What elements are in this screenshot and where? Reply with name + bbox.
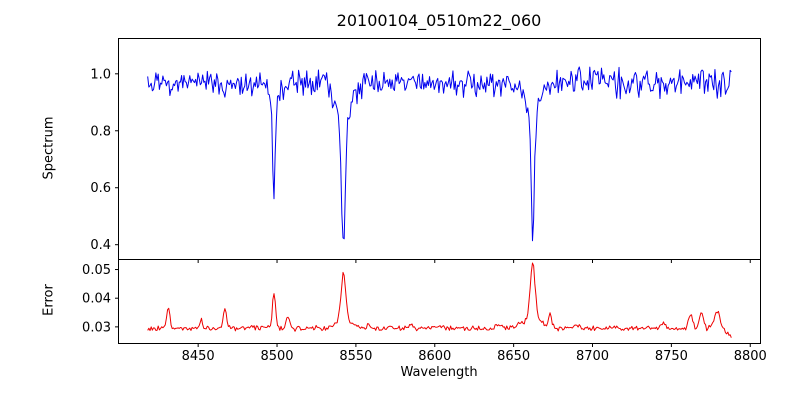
x-tick-label: 8600 <box>418 349 451 364</box>
spectrum-y-tick-label: 0.8 <box>90 124 111 139</box>
plot-title: 20100104_0510m22_060 <box>336 11 542 30</box>
x-tick-label: 8750 <box>655 349 688 364</box>
x-tick-label: 8700 <box>576 349 609 364</box>
spectrum-y-tick-label: 0.6 <box>90 181 111 196</box>
error-y-tick-label: 0.05 <box>82 263 111 278</box>
x-tick-label: 8450 <box>182 349 215 364</box>
spectrum-y-tick-label: 0.4 <box>90 238 111 253</box>
wavelength-axis-label: Wavelength <box>400 365 478 380</box>
spectrum-y-tick-label: 1.0 <box>90 67 111 82</box>
error-y-tick-label: 0.03 <box>82 320 111 335</box>
x-tick-label: 8550 <box>339 349 372 364</box>
error-trace <box>147 262 732 338</box>
error-panel-frame <box>118 259 761 344</box>
spectrum-panel-frame <box>118 38 761 260</box>
spectrum-trace <box>147 66 732 242</box>
x-tick-label: 8800 <box>734 349 767 364</box>
x-tick-label: 8650 <box>497 349 530 364</box>
error-y-tick-label: 0.04 <box>82 292 111 307</box>
x-tick-label: 8500 <box>260 349 293 364</box>
